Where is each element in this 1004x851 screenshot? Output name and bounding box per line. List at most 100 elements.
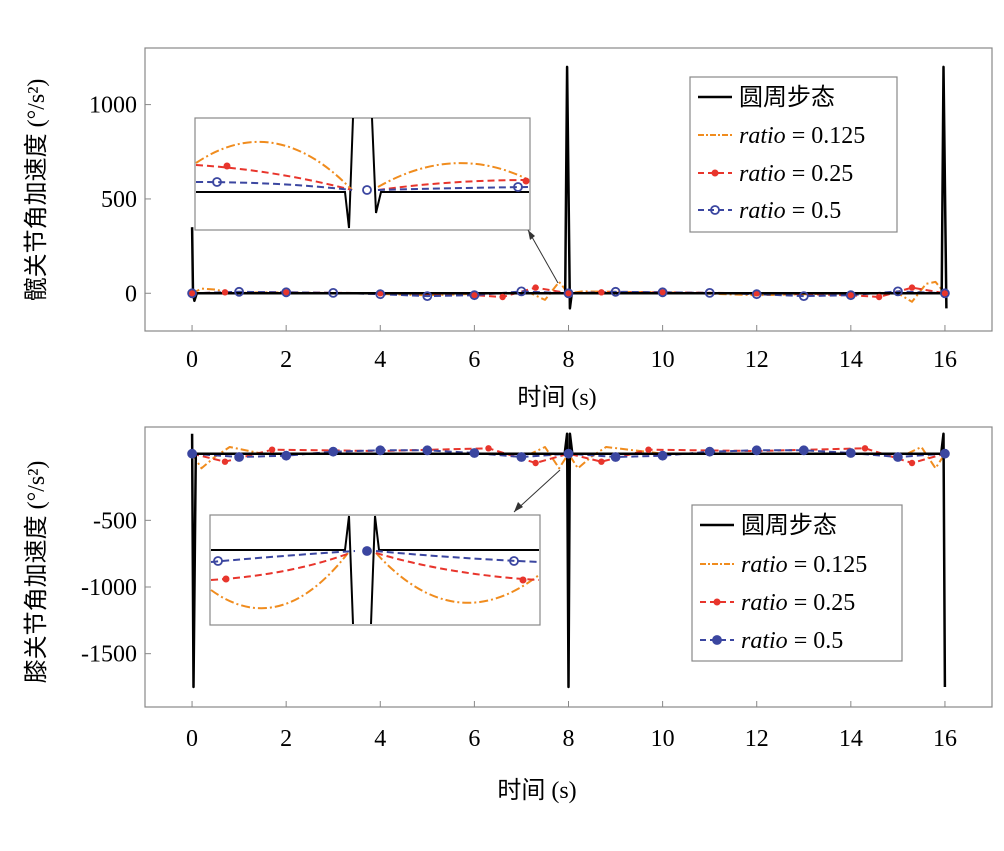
legend-box [691,504,903,662]
inset-line-ratio-025 [195,164,530,191]
y-axis-label: 髋关节角加速度 (°/s²) [23,79,50,302]
inset-line-circular-gait [211,515,539,625]
legend-label-ratio-05: ratio = 0.5 [741,628,843,654]
series-marker-3 [516,286,527,297]
y-axis-label: 膝关节角加速度 (°/s²) [23,461,50,684]
zoom-inset [194,117,531,231]
series-marker-2 [499,293,506,301]
inset-line-ratio-0125 [210,552,540,610]
series-marker-2 [221,458,229,465]
series-marker-3 [234,286,245,297]
inset-line-ratio-05 [195,181,530,191]
inset-pointer [513,469,561,513]
series-marker-3 [940,448,950,459]
inset-line-ratio-0125 [195,141,530,191]
series-marker-3 [469,290,480,301]
series-marker-3 [375,289,386,300]
series-marker-3 [328,446,339,457]
inset-marker-ratio-025 [223,162,231,170]
inset-marker-ratio-025 [519,576,527,584]
series-marker-3 [798,291,809,302]
x-tick-label: 16 [933,726,957,752]
x-tick-label: 2 [280,726,292,752]
y-tick-label: 0 [125,281,137,307]
legend: 圆周步态 ratio = 0.125 ratio = 0.25 ratio = … [689,76,898,233]
series-marker-2 [875,293,883,301]
series-marker-2 [908,284,916,291]
series-marker-3 [422,445,433,456]
inset-marker-ratio-05 [212,177,222,187]
inset-marker-ratio-05 [513,182,523,192]
series-marker-2 [532,459,539,467]
hip-acceleration-chart: 0 2 4 6 8 10 12 14 16 0 500 1000 时间 (s) 髋关节角加速度 (°… [23,47,993,411]
legend-marker-ratio-025 [713,598,721,606]
legend-marker-ratio-025 [711,169,719,177]
x-tick-label: 0 [186,347,198,373]
inset-pointer-head [528,230,535,240]
series-marker-2 [659,289,666,296]
series-marker-2 [908,459,916,467]
x-axis-label: 时间 (s) [497,777,576,804]
x-tick-label: 8 [563,726,575,752]
series-marker-2 [221,289,229,296]
y-tick-labels: -500 -1000 -1500 [81,508,151,668]
legend-label-ratio-025: ratio = 0.25 [741,590,855,616]
series-marker-2 [532,284,539,291]
series-marker-3 [704,446,715,457]
x-tick-label: 6 [468,726,480,752]
legend-marker-ratio-05 [712,635,722,645]
series-marker-2 [268,446,276,453]
series-marker-2 [283,289,290,296]
y-tick-labels: 0 500 1000 [89,93,151,307]
series-marker-2 [485,445,492,452]
inset-marker-ratio-05 [509,556,519,566]
y-tick-label: -1500 [81,642,137,668]
series-markers [187,284,950,302]
x-tick-label: 14 [839,726,863,752]
series-marker-3 [704,287,715,298]
inset-line-circular-gait [196,117,529,229]
series-marker-3 [610,452,621,462]
series-marker-3 [375,445,386,456]
legend-label-circular-gait: 圆周步态 [739,84,835,111]
series-line-0 [190,65,948,310]
series-marker-3 [328,287,339,298]
y-tick-label: -1000 [81,575,137,601]
legend-label-ratio-05: ratio = 0.5 [739,198,841,224]
knee-acceleration-chart: 0 2 4 6 8 10 12 14 16 -500 -1000 -1500 时间 (s) 膝关节角… [23,426,993,804]
inset-marker-ratio-025 [522,177,530,185]
series-marker-2 [565,290,572,297]
x-tick-labels: 0 2 4 6 8 10 12 14 16 [186,325,957,373]
x-tick-label: 10 [651,347,675,373]
inset-marker-ratio-025 [222,575,230,583]
series-marker-3 [187,448,198,459]
x-tick-label: 12 [745,726,769,752]
zoom-inset [209,514,541,626]
series-marker-3 [281,450,292,461]
legend-label-ratio-0125: ratio = 0.125 [741,552,867,578]
series-marker-3 [469,448,480,458]
y-tick-label: 1000 [89,93,137,119]
series-marker-2 [598,289,605,296]
series-marker-3 [893,452,903,462]
x-axis-label: 时间 (s) [517,384,596,411]
legend-box [689,76,898,233]
inset-marker-ratio-05 [362,546,372,556]
legend-label-ratio-0125: ratio = 0.125 [739,123,865,149]
y-tick-label: -500 [93,508,137,534]
series-marker-3 [422,291,433,302]
series-marker-3 [610,286,621,297]
legend-marker-ratio-05 [710,205,720,215]
inset-marker-ratio-05 [213,556,223,566]
series-marker-2 [847,292,854,299]
x-tick-label: 12 [745,347,769,373]
inset-frame [194,117,531,231]
x-tick-label: 6 [468,347,480,373]
series-marker-3 [751,445,762,456]
x-tick-label: 4 [374,726,386,752]
x-tick-label: 8 [563,347,575,373]
x-tick-labels: 0 2 4 6 8 10 12 14 16 [186,701,957,752]
x-tick-label: 10 [651,726,675,752]
series-marker-3 [187,288,198,299]
